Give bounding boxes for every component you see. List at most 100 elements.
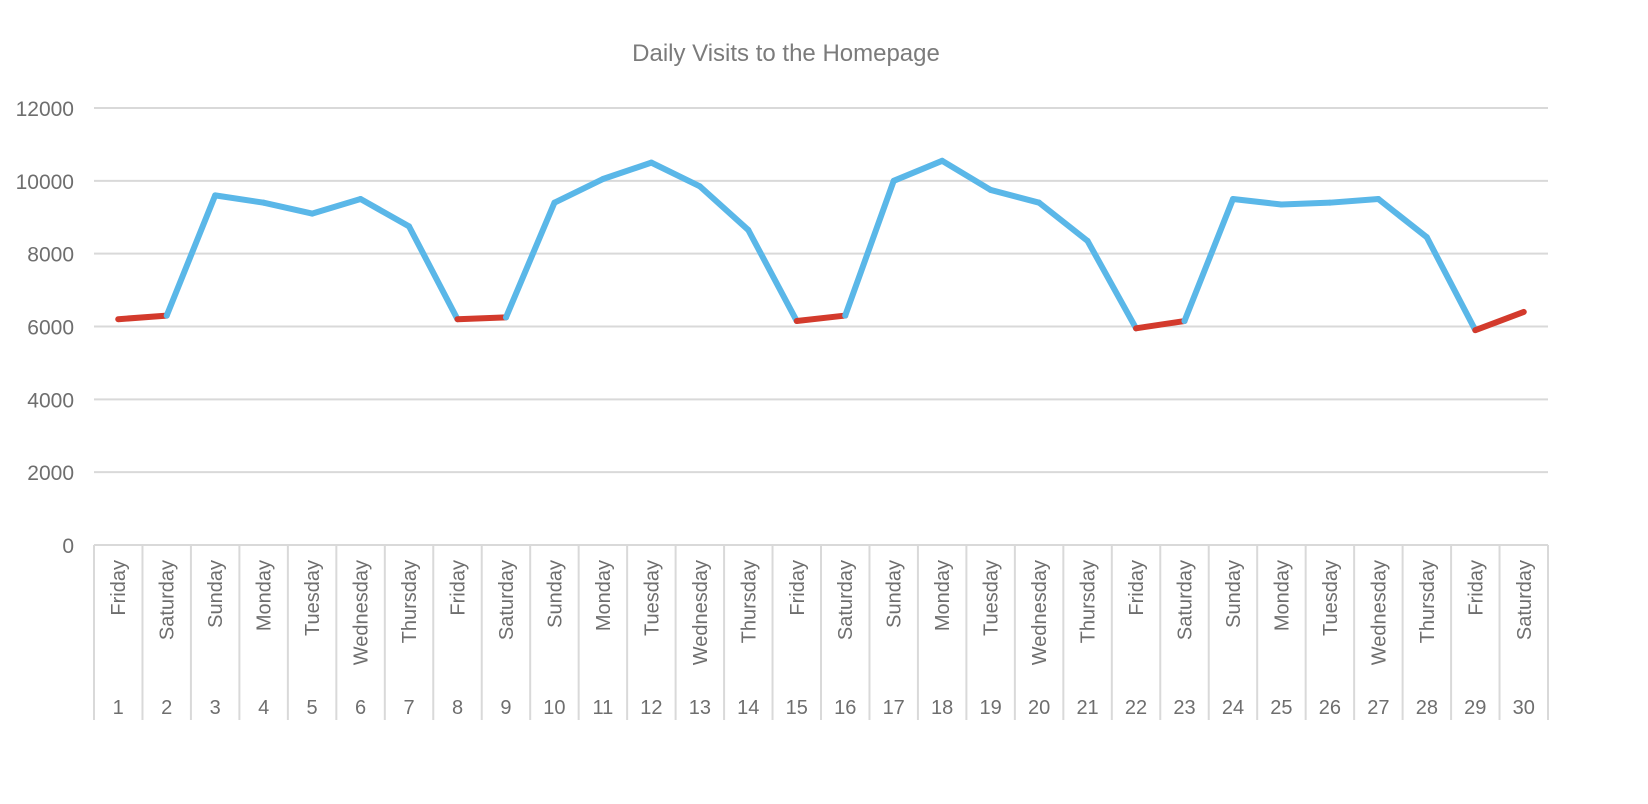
x-day-label: 3 (210, 697, 221, 719)
x-weekday-label: Friday (108, 560, 130, 616)
weekday-segment (648, 159, 703, 190)
x-day-label: 13 (689, 697, 711, 719)
weekday-segment (1278, 199, 1333, 208)
x-day-label: 16 (834, 697, 856, 719)
x-day-label: 1 (113, 697, 124, 719)
x-day-label: 28 (1416, 697, 1438, 719)
weekday-segment (260, 199, 316, 217)
x-day-label: 17 (883, 697, 905, 719)
x-weekday-label: Wednesday (690, 560, 712, 665)
x-day-label: 12 (640, 697, 662, 719)
x-day-label: 23 (1173, 697, 1195, 719)
weekend-segment (115, 312, 170, 323)
x-day-label: 25 (1270, 697, 1292, 719)
weekday-segment (502, 199, 558, 321)
x-weekday-label: Thursday (1078, 560, 1100, 643)
x-day-label: 24 (1222, 697, 1244, 719)
weekday-segment (890, 157, 946, 184)
x-day-label: 30 (1513, 697, 1535, 719)
x-day-label: 9 (500, 697, 511, 719)
weekday-segment (1375, 196, 1430, 241)
x-day-label: 26 (1319, 697, 1341, 719)
weekday-segment (1326, 196, 1382, 206)
x-day-label: 15 (786, 697, 808, 719)
weekday-segment (406, 223, 461, 323)
weekend-segment (454, 314, 509, 323)
x-day-label: 14 (737, 697, 759, 719)
weekday-segment (212, 192, 267, 206)
x-weekday-label: Sunday (205, 560, 227, 628)
weekday-segment (309, 196, 364, 217)
x-weekday-label: Monday (254, 560, 276, 631)
y-tick-label: 6000 (27, 317, 74, 340)
weekday-segment (1423, 234, 1479, 334)
x-day-label: 11 (593, 697, 614, 719)
chart-title: Daily Visits to the Homepage (632, 40, 940, 67)
weekday-segment (357, 196, 413, 230)
weekday-segment (842, 177, 897, 319)
weekend-segment (1133, 318, 1188, 332)
x-day-label: 10 (543, 697, 565, 719)
weekday-segment (1181, 196, 1236, 325)
x-weekday-label: Saturday (1514, 560, 1536, 640)
x-weekday-label: Friday (1465, 560, 1487, 616)
x-weekday-label: Friday (787, 560, 809, 616)
x-weekday-label: Tuesday (981, 560, 1003, 636)
x-weekday-label: Thursday (399, 560, 421, 643)
y-tick-label: 10000 (16, 171, 74, 194)
weekday-segment (745, 226, 800, 325)
gridlines (94, 107, 1548, 474)
x-day-label: 27 (1367, 697, 1389, 719)
x-day-label: 22 (1125, 697, 1147, 719)
x-weekday-label: Sunday (544, 560, 566, 628)
y-tick-label: 2000 (27, 462, 74, 485)
y-tick-label: 0 (62, 535, 74, 558)
x-weekday-label: Wednesday (351, 560, 373, 665)
x-weekday-label: Thursday (738, 560, 760, 643)
weekday-segment (1229, 196, 1285, 208)
x-weekday-label: Saturday (1175, 560, 1197, 640)
y-tick-label: 12000 (16, 98, 74, 121)
y-tick-label: 4000 (27, 389, 74, 412)
weekday-segment (163, 192, 219, 319)
x-weekday-label: Monday (1271, 560, 1293, 631)
x-day-label: 6 (355, 697, 366, 719)
x-axis: Friday 1 Saturday 2 Sunday 3 Monday 4 Tuesday 5 We… (93, 544, 1549, 720)
weekday-segment (987, 186, 1043, 206)
x-weekday-label: Sunday (1223, 560, 1245, 628)
weekday-segment (551, 176, 606, 206)
x-weekday-label: Saturday (835, 560, 857, 640)
x-weekday-label: Monday (593, 560, 615, 631)
x-day-label: 7 (403, 697, 414, 719)
weekday-segment (696, 183, 752, 233)
x-day-label: 2 (161, 697, 172, 719)
x-weekday-label: Wednesday (1368, 560, 1390, 665)
x-day-label: 19 (980, 697, 1002, 719)
x-weekday-label: Friday (1126, 560, 1148, 616)
weekend-segment (1472, 308, 1527, 334)
x-day-label: 18 (931, 697, 953, 719)
x-day-label: 4 (258, 697, 269, 719)
x-day-label: 5 (307, 697, 318, 719)
weekday-segment (599, 159, 655, 183)
x-weekday-label: Tuesday (1320, 560, 1342, 636)
weekday-segment (1036, 199, 1091, 244)
x-day-label: 21 (1076, 697, 1098, 719)
x-weekday-label: Tuesday (641, 560, 663, 636)
x-weekday-label: Thursday (1417, 560, 1439, 643)
x-weekday-label: Friday (448, 560, 470, 616)
x-weekday-label: Sunday (884, 560, 906, 628)
x-weekday-label: Tuesday (302, 560, 324, 636)
x-day-label: 29 (1464, 697, 1486, 719)
weekday-segment (939, 157, 994, 193)
x-day-label: 20 (1028, 697, 1050, 719)
x-weekday-label: Wednesday (1029, 560, 1051, 665)
x-weekday-label: Saturday (496, 560, 518, 640)
x-day-label: 8 (452, 697, 463, 719)
weekend-segment (793, 312, 849, 325)
x-weekday-label: Saturday (157, 560, 179, 640)
series-lines (115, 157, 1527, 334)
weekday-segment (1084, 237, 1140, 332)
y-tick-label: 8000 (27, 244, 74, 267)
